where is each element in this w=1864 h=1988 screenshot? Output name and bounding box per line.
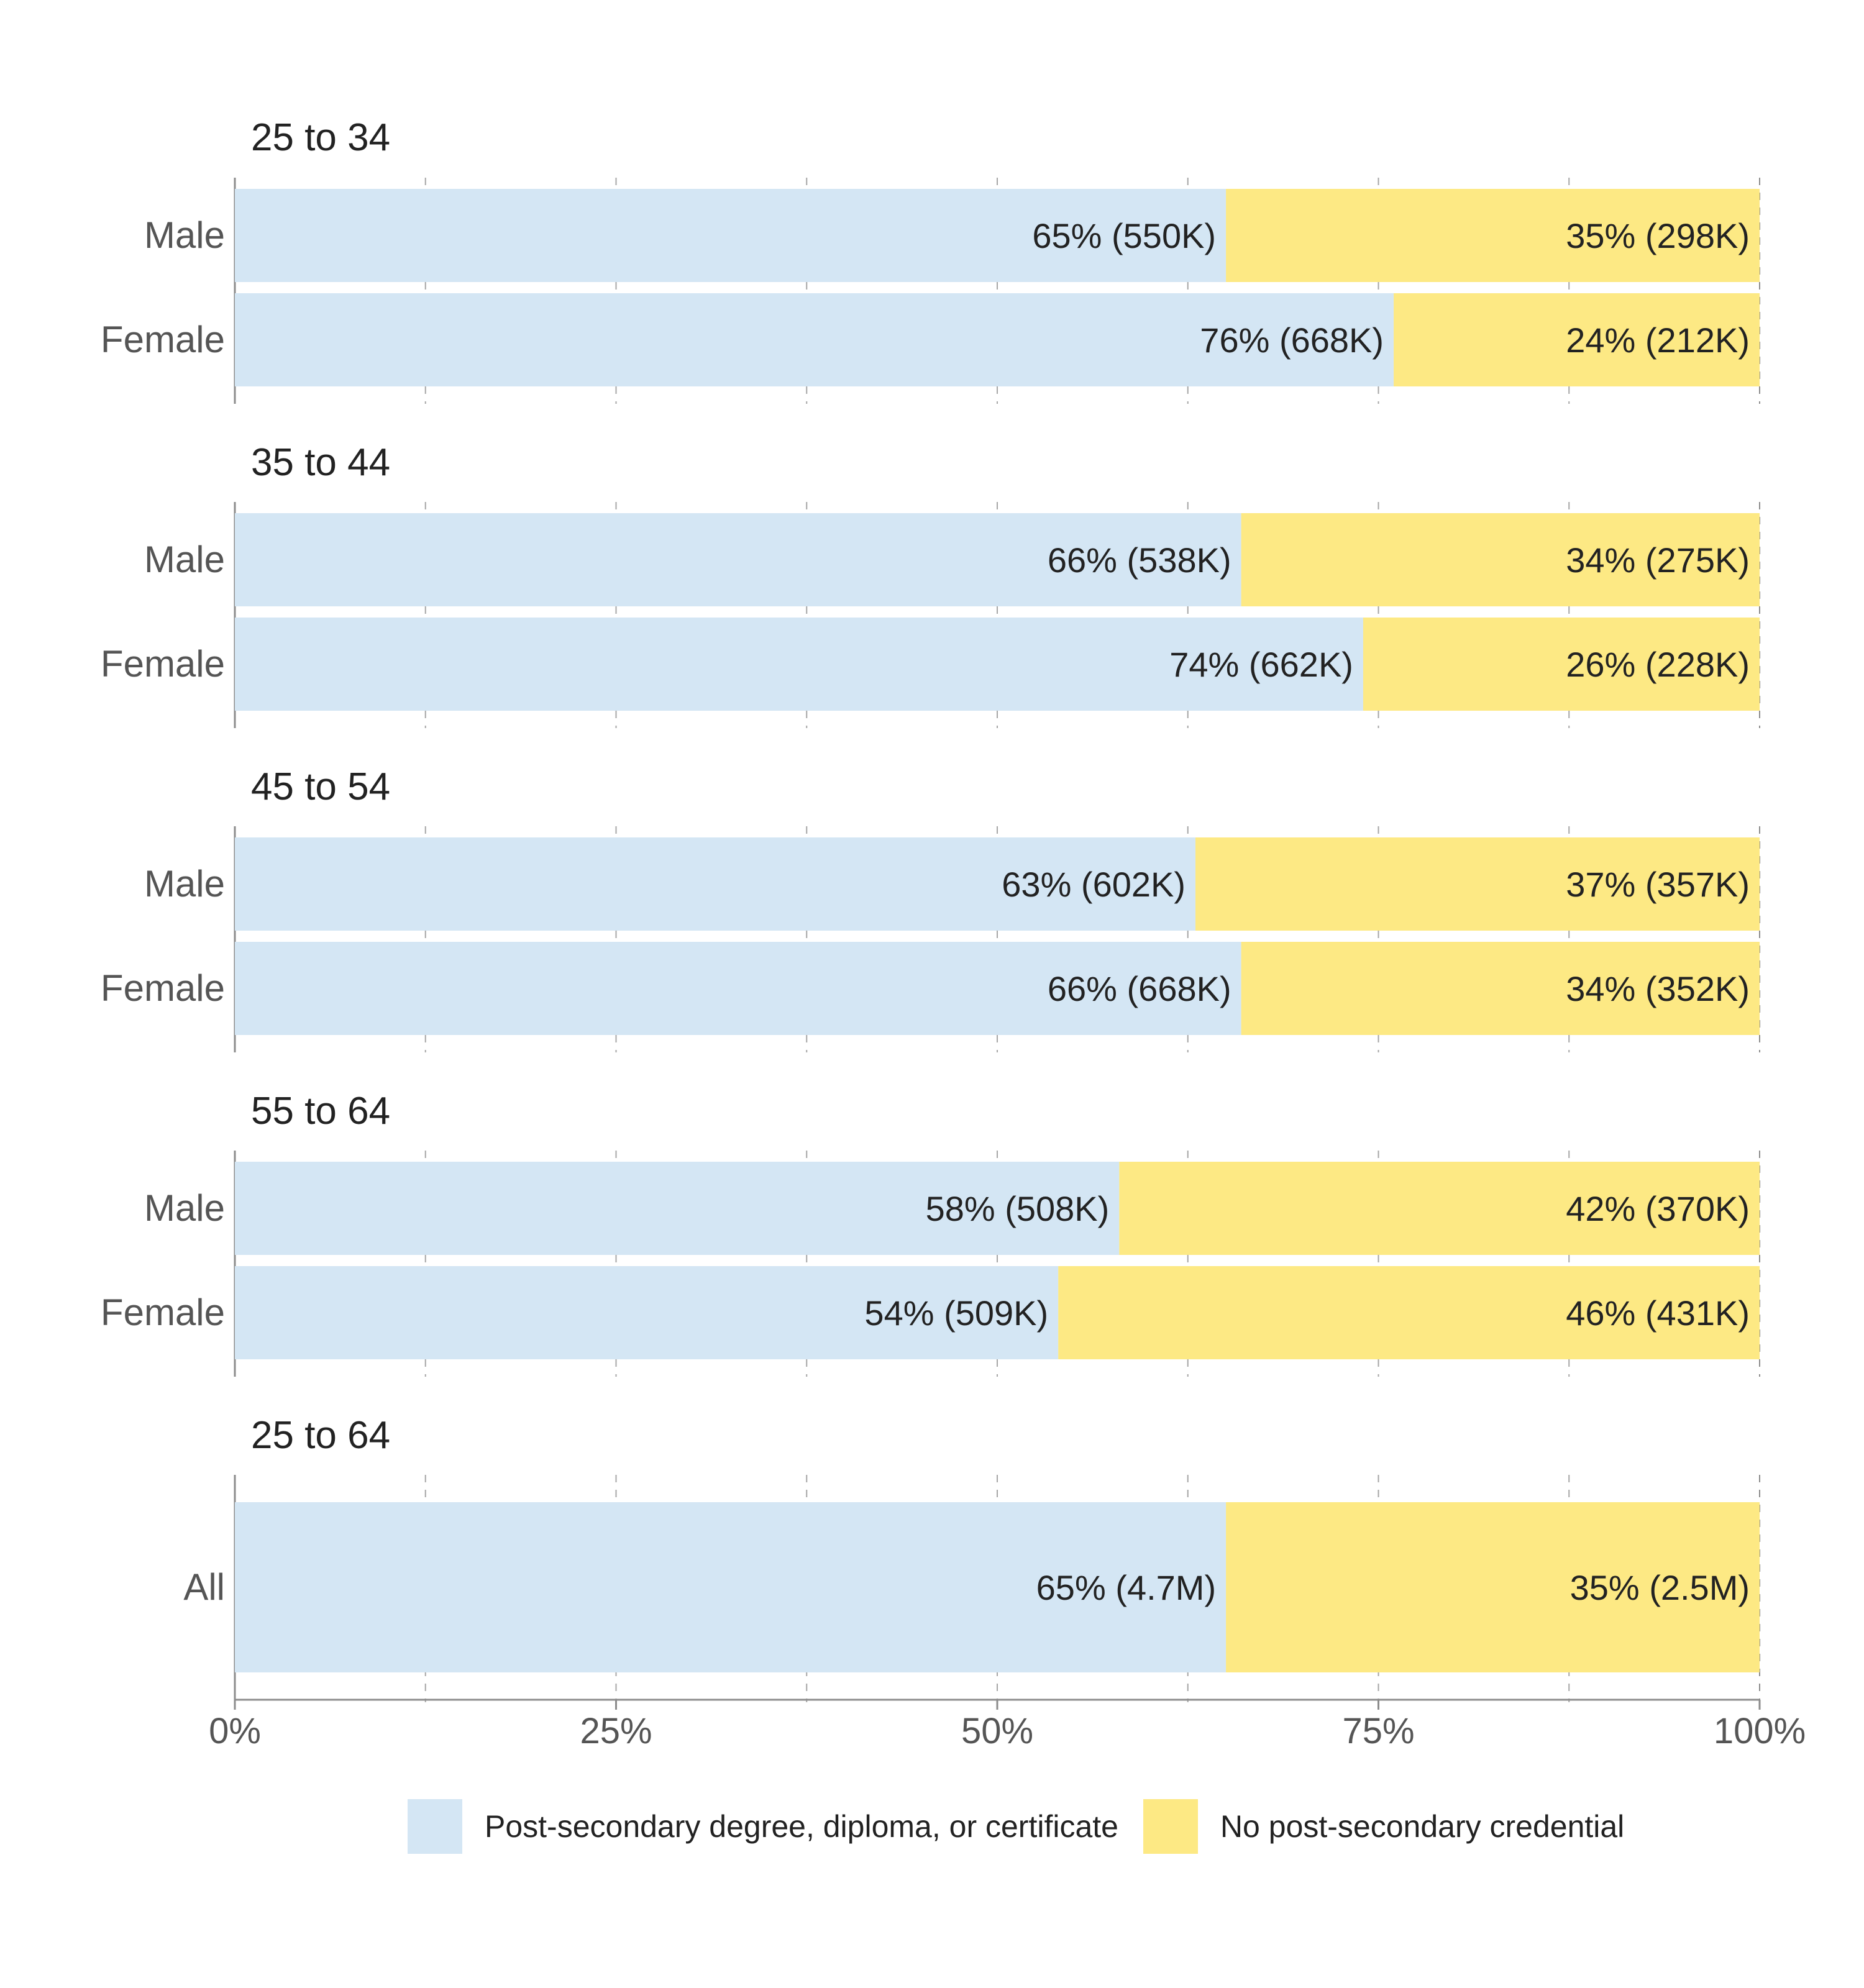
legend-swatch-post-secondary — [408, 1799, 462, 1854]
data-label-post-secondary: 58% (508K) — [926, 1189, 1110, 1228]
data-label-post-secondary: 74% (662K) — [1169, 645, 1353, 684]
category-label: Male — [144, 863, 225, 905]
bar-post-secondary — [235, 942, 1241, 1035]
group-title: 45 to 54 — [251, 765, 390, 808]
category-label: Male — [144, 214, 225, 256]
bar-no-credential — [1394, 293, 1760, 386]
x-tick-label: 75% — [1342, 1711, 1414, 1751]
data-label-post-secondary: 66% (668K) — [1048, 969, 1231, 1008]
data-label-no-credential: 46% (431K) — [1566, 1293, 1750, 1333]
legend-label-post-secondary: Post-secondary degree, diploma, or certi… — [485, 1809, 1118, 1844]
data-label-post-secondary: 66% (538K) — [1048, 540, 1231, 580]
legend: Post-secondary degree, diploma, or certi… — [408, 1799, 1649, 1854]
group-title: 25 to 34 — [251, 116, 390, 159]
group-title: 35 to 44 — [251, 441, 390, 484]
bar-no-credential — [1226, 189, 1760, 282]
data-label-post-secondary: 65% (550K) — [1032, 216, 1216, 255]
data-label-no-credential: 35% (298K) — [1566, 216, 1750, 255]
data-label-no-credential: 37% (357K) — [1566, 865, 1750, 904]
bar-no-credential — [1363, 618, 1760, 711]
data-label-post-secondary: 76% (668K) — [1200, 321, 1384, 360]
category-label: Male — [144, 539, 225, 580]
x-tick-label: 0% — [209, 1711, 261, 1751]
bar-post-secondary — [235, 618, 1363, 711]
bar-no-credential — [1241, 942, 1760, 1035]
bar-post-secondary — [235, 513, 1241, 606]
data-label-no-credential: 42% (370K) — [1566, 1189, 1750, 1228]
bar-no-credential — [1241, 513, 1760, 606]
data-label-no-credential: 34% (352K) — [1566, 969, 1750, 1008]
data-label-no-credential: 35% (2.5M) — [1570, 1568, 1750, 1607]
legend-item-post-secondary: Post-secondary degree, diploma, or certi… — [408, 1799, 1118, 1854]
data-label-no-credential: 26% (228K) — [1566, 645, 1750, 684]
bar-post-secondary — [235, 293, 1394, 386]
bar-no-credential — [1195, 837, 1760, 931]
bar-post-secondary — [235, 189, 1227, 282]
bar-post-secondary — [235, 1502, 1227, 1672]
category-label: Female — [101, 967, 225, 1009]
legend-label-no-credential: No post-secondary credential — [1220, 1809, 1625, 1844]
data-label-post-secondary: 54% (509K) — [864, 1293, 1048, 1333]
bar-no-credential — [1119, 1162, 1760, 1255]
group-title: 25 to 64 — [251, 1414, 390, 1457]
data-label-post-secondary: 65% (4.7M) — [1036, 1568, 1216, 1607]
bar-no-credential — [1058, 1266, 1760, 1359]
category-label: Male — [144, 1187, 225, 1229]
category-label: Female — [101, 319, 225, 360]
data-label-post-secondary: 63% (602K) — [1002, 865, 1186, 904]
legend-item-no-credential: No post-secondary credential — [1143, 1799, 1624, 1854]
group-title: 55 to 64 — [251, 1090, 390, 1133]
x-tick-label: 50% — [961, 1711, 1033, 1751]
data-label-no-credential: 34% (275K) — [1566, 540, 1750, 580]
x-tick-label: 100% — [1714, 1711, 1806, 1751]
bar-post-secondary — [235, 1162, 1120, 1255]
category-label: All — [183, 1566, 225, 1608]
category-label: Female — [101, 643, 225, 685]
data-label-no-credential: 24% (212K) — [1566, 321, 1750, 360]
bar-post-secondary — [235, 837, 1196, 931]
x-tick-label: 25% — [580, 1711, 652, 1751]
legend-swatch-no-credential — [1143, 1799, 1198, 1854]
bar-no-credential — [1226, 1502, 1760, 1672]
bar-post-secondary — [235, 1266, 1059, 1359]
category-label: Female — [101, 1292, 225, 1333]
